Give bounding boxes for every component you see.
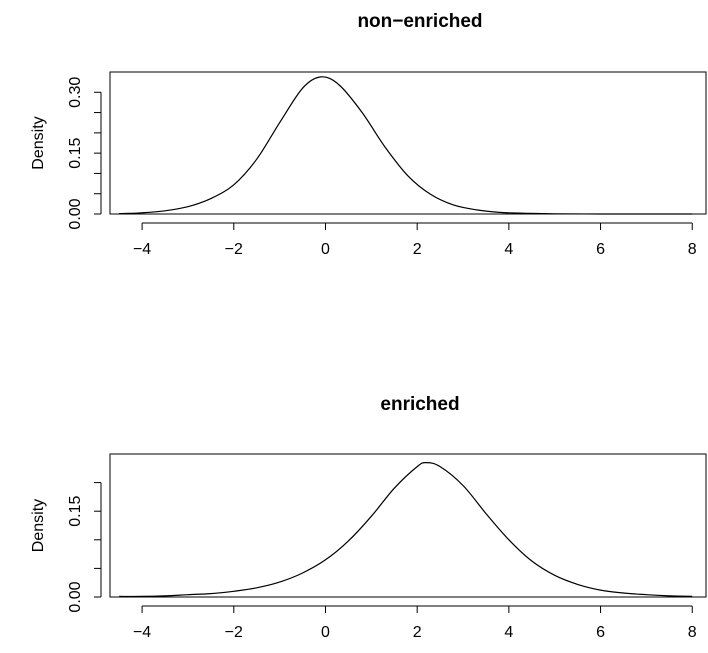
x-tick-label: 4 (504, 624, 513, 641)
x-tick-label: −4 (133, 624, 151, 641)
x-tick-label: −4 (133, 241, 151, 258)
y-tick-label: 0.00 (67, 198, 84, 229)
x-tick-label: −2 (225, 624, 243, 641)
plot-frame (109, 71, 707, 215)
density-curve (119, 76, 693, 215)
x-tick-label: 4 (504, 241, 513, 258)
x-tick-label: 6 (596, 241, 605, 258)
x-tick-label: 2 (413, 241, 422, 258)
plot-frame (109, 453, 707, 598)
x-tick-label: 0 (321, 241, 330, 258)
panel-enriched: enriched Density −4 −2 0 2 4 6 8 0.00 0.15 (30, 394, 707, 641)
y-axis-label: Density (30, 499, 47, 552)
y-tick-label: 0.30 (67, 77, 84, 108)
x-tick-label: 8 (688, 241, 697, 258)
y-tick-label: 0.00 (67, 581, 84, 612)
x-tick-label: 6 (596, 624, 605, 641)
chart-title: non−enriched (357, 11, 482, 32)
y-axis-label: Density (30, 116, 47, 169)
density-curve (119, 461, 693, 598)
x-tick-label: 0 (321, 624, 330, 641)
x-tick-label: 2 (413, 624, 422, 641)
panel-non-enriched: non−enriched Density −4 −2 0 2 4 6 8 0.00 0.15 0.… (30, 11, 707, 258)
y-tick-label: 0.15 (67, 137, 84, 168)
y-tick-label: 0.15 (67, 496, 84, 527)
x-tick-label: −2 (225, 241, 243, 258)
x-tick-label: 8 (688, 624, 697, 641)
chart-title: enriched (380, 394, 459, 415)
